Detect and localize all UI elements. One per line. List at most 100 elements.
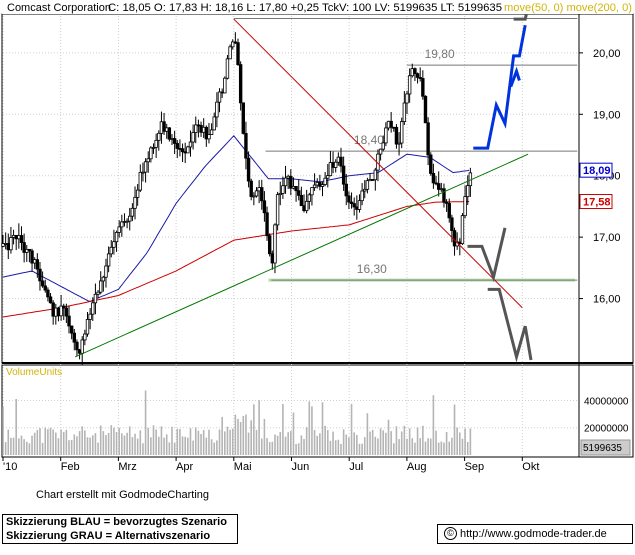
candle-body: [191, 132, 195, 143]
candle-body: [273, 224, 277, 264]
candle-body: [122, 221, 127, 223]
candle-body: [397, 142, 401, 145]
candle-body: [407, 75, 412, 95]
candle-body: [431, 172, 436, 184]
candle-body: [27, 248, 32, 252]
y-tick-label: 17,00: [593, 232, 621, 244]
candle-body: [334, 161, 338, 168]
candle-body: [62, 305, 66, 309]
candle-body: [231, 41, 235, 48]
ma-labels: move(50, 0) move(200, 0): [504, 2, 632, 14]
price-panel: [1, 13, 634, 364]
candle-body: [130, 207, 135, 217]
candle-body: [436, 183, 441, 190]
candle-body: [386, 120, 391, 129]
candle-body: [413, 68, 417, 75]
candle-body: [72, 332, 76, 343]
candle-body: [265, 212, 269, 237]
candle-body: [381, 142, 385, 150]
resistance-trendline: [233, 18, 523, 309]
candle-body: [159, 121, 164, 134]
candle-body: [146, 158, 150, 163]
scenario-blue-path: [473, 24, 527, 150]
candle-body: [320, 184, 325, 187]
volume-last-label: 5199635: [583, 443, 622, 454]
candle-body: [96, 291, 100, 295]
annotation-label: 19,80: [425, 47, 455, 61]
candle-body: [11, 234, 16, 238]
candle-body: [286, 175, 290, 179]
candle-body: [83, 333, 87, 341]
candle-body: [183, 151, 187, 154]
price-stats: C: 18,05 O: 17,83 H: 18,16 L: 17,80 +0,2…: [108, 2, 502, 14]
candle-body: [194, 124, 198, 133]
candle-body: [138, 172, 143, 191]
annotation-label: 18,40: [354, 133, 384, 147]
candle-body: [186, 146, 190, 154]
candle-body: [405, 93, 409, 104]
candle-body: [30, 250, 34, 264]
candle-body: [204, 126, 209, 140]
candle-body: [117, 226, 121, 233]
chart-credit: Chart erstellt mit GodmodeCharting: [36, 489, 210, 501]
candle-body: [355, 206, 359, 210]
candle-body: [307, 194, 311, 202]
candle-body: [101, 276, 106, 282]
candle-body: [48, 296, 53, 304]
candle-body: [270, 253, 275, 264]
candle-body: [170, 138, 174, 140]
candle-body: [201, 126, 206, 133]
candle-body: [339, 156, 343, 167]
candle-body: [25, 248, 29, 253]
candle-body: [363, 188, 367, 192]
stock-name: Comcast Corporation: [7, 2, 111, 14]
candle-body: [167, 127, 172, 140]
candle-body: [460, 215, 465, 245]
source-url-box[interactable]: © http://www.godmode-trader.de: [437, 524, 633, 544]
candle-body: [228, 46, 232, 60]
candle-body: [215, 101, 219, 118]
candle-body: [442, 188, 446, 203]
legend-blue-text: Skizzierung BLAU = bevorzugtes Szenario: [6, 516, 227, 528]
volume-label: VolumeUnits: [6, 367, 62, 378]
x-tick-label: Jul: [349, 461, 363, 473]
candle-body: [283, 177, 288, 187]
candle-body: [51, 302, 55, 317]
candle-body: [415, 73, 420, 78]
candle-body: [252, 195, 256, 198]
candle-body: [22, 242, 26, 253]
candle-body: [238, 64, 243, 104]
candle-body: [368, 179, 372, 182]
candle-body: [233, 41, 238, 44]
candle-body: [1, 243, 5, 247]
candle-body: [38, 268, 42, 282]
annotation-label: 16,30: [357, 262, 387, 276]
candle-body: [91, 302, 95, 315]
candle-body: [281, 185, 285, 194]
source-url[interactable]: http://www.godmode-trader.de: [460, 528, 607, 540]
candle-body: [378, 148, 383, 155]
x-tick-label: Mai: [234, 461, 252, 473]
candle-body: [326, 175, 330, 179]
candle-body: [312, 184, 317, 189]
candle-body: [59, 305, 63, 317]
candle-body: [260, 187, 264, 202]
candle-body: [400, 121, 404, 144]
candle-body: [172, 138, 177, 144]
candle-body: [17, 235, 21, 240]
legend-grey-text: Skizzierung GRAU = Alternativszenario: [6, 530, 211, 542]
candle-body: [336, 156, 341, 163]
candle-body: [254, 190, 259, 197]
candle-body: [310, 187, 314, 196]
candle-body: [352, 203, 356, 208]
scenario-grey-path: [467, 227, 507, 283]
candle-body: [278, 192, 282, 196]
candle-body: [299, 194, 304, 207]
ma50-line: [2, 135, 470, 302]
candle-body: [267, 235, 272, 255]
candle-body: [294, 185, 298, 192]
volume-last-tag: [580, 439, 631, 456]
candle-body: [357, 200, 362, 210]
support-trendline: [74, 153, 529, 358]
